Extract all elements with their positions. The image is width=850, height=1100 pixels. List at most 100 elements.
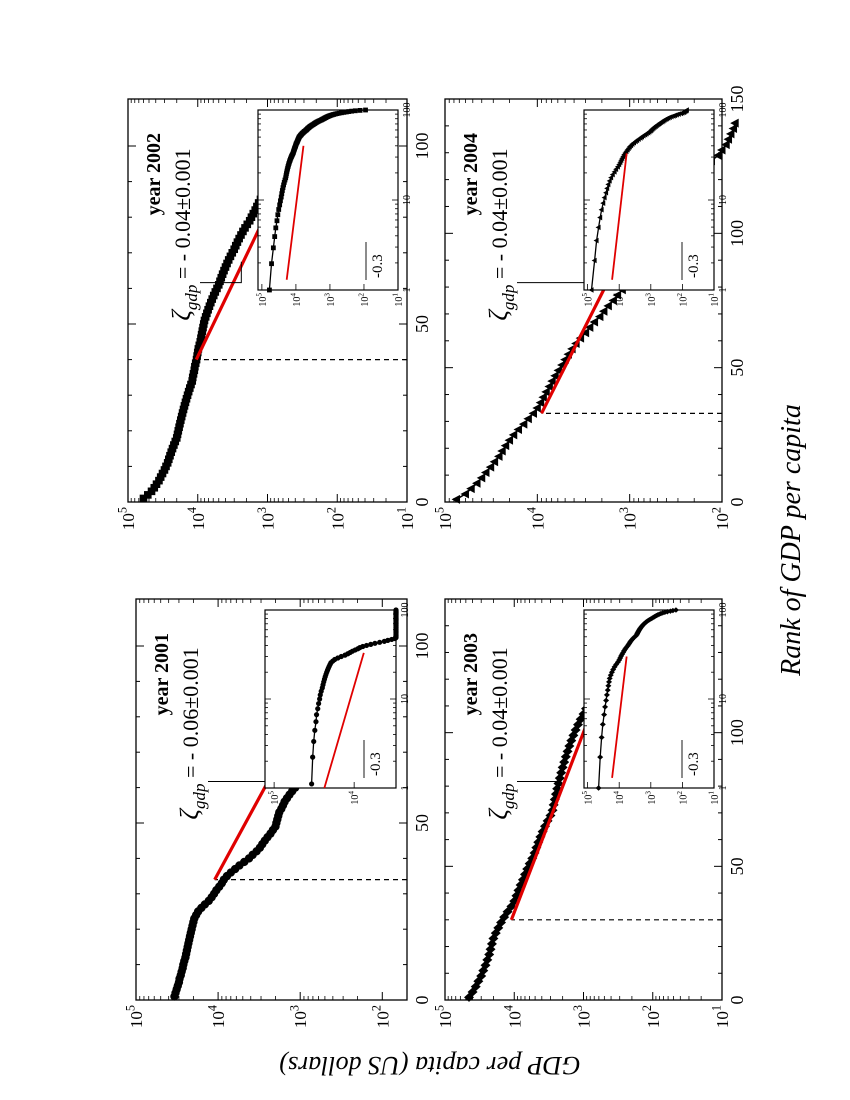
x-tick-label: 0 (412, 996, 432, 1005)
y-tick-label: 104 (205, 1005, 228, 1028)
data-point (535, 398, 545, 408)
inset-y-tick-label: 103 (644, 791, 658, 805)
data-point (478, 966, 489, 976)
data-point (511, 891, 522, 901)
inset-y-tick-label: 104 (613, 791, 627, 805)
y-tick-label: 105 (432, 507, 455, 530)
data-point (580, 328, 590, 338)
inset-x-tick-label: 10 (400, 694, 411, 704)
inset-x-tick-label: 1 (718, 288, 729, 293)
x-tick-label: 150 (727, 86, 747, 113)
data-point (497, 446, 506, 456)
inset-data-point (597, 214, 603, 221)
data-point (541, 387, 550, 397)
data-point (466, 484, 475, 494)
data-point (544, 381, 553, 391)
data-point (589, 317, 599, 327)
y-tick-label: 102 (370, 1005, 393, 1028)
inset-y-tick-label: 105 (255, 293, 269, 307)
data-point (612, 290, 622, 300)
x-tick-label: 50 (412, 814, 432, 832)
inset-data-point (363, 107, 368, 113)
data-point (559, 757, 570, 767)
inset-data-point (608, 669, 615, 675)
inset-data-point (608, 174, 614, 181)
inset-data-point (588, 287, 594, 293)
data-point (717, 145, 726, 155)
inset-data-point (317, 696, 323, 702)
inset-data-point (269, 261, 274, 267)
data-point (608, 296, 617, 305)
y-tick-label: 102 (709, 507, 732, 530)
inset-data-point (315, 706, 321, 712)
inset-x-tick-label: 100 (402, 103, 413, 118)
inset-fit-line (285, 145, 305, 280)
data-point (594, 312, 604, 322)
inset-data-point (609, 171, 615, 178)
inset-data-point (606, 679, 613, 685)
inset-x-tick-label: 1 (402, 288, 413, 293)
inset-data-point (597, 754, 604, 760)
inset-y-tick-label: 103 (644, 293, 658, 307)
inset-data-point (600, 200, 606, 206)
inset-data-point (661, 609, 668, 616)
inset-x-tick-label: 1 (400, 786, 411, 791)
inset-data-point (603, 697, 610, 704)
inset-data-point (669, 607, 676, 614)
inset-y-tick-label: 104 (348, 791, 362, 805)
inset-data-point (273, 225, 279, 231)
data-point (598, 306, 608, 316)
y-tick-label: 104 (502, 1005, 525, 1028)
inset-y-tick-label: 103 (323, 293, 337, 307)
y-tick-label: 105 (123, 1005, 146, 1028)
y-tick-label: 105 (115, 507, 138, 530)
x-tick-label: 0 (412, 498, 432, 507)
inset-fit-line (611, 153, 628, 280)
inset-y-tick-label: 101 (708, 293, 722, 307)
inset-data-point (618, 653, 625, 659)
inset-data-point (272, 234, 278, 239)
inset-x-tick-label: 1 (718, 786, 729, 791)
inset-y-tick-label: 104 (613, 293, 627, 307)
inset-y-tick-label: 102 (676, 791, 690, 805)
data-point (508, 430, 518, 440)
inset-data-point (368, 641, 374, 647)
inset-y-tick-label: 102 (676, 293, 690, 307)
inset-x-tick-label: 10 (718, 195, 729, 205)
data-point (451, 494, 461, 504)
inset-data-point (603, 189, 609, 196)
y-axis-label: GDP per capita (US dollars) (279, 1051, 580, 1080)
x-tick-label: 0 (727, 996, 747, 1005)
x-tick-label: 100 (412, 633, 432, 660)
data-point (723, 134, 733, 144)
inset-data-point (683, 107, 689, 113)
data-point (500, 441, 510, 451)
inset-data-point (275, 212, 281, 218)
data-point (460, 489, 469, 499)
data-point (488, 934, 499, 944)
data-point (532, 403, 541, 413)
inset-data-point (277, 202, 283, 208)
y-tick-label: 103 (617, 507, 640, 530)
inset-slope-label: -0.3 (686, 254, 702, 278)
inset-y-tick-label: 105 (268, 791, 282, 805)
y-tick-label: 105 (432, 1005, 455, 1028)
inset: 1 10 100 105 104 103 102 101 -0.3 (255, 103, 413, 307)
inset-x-tick-label: 100 (718, 603, 729, 618)
inset: 1 10 100 105 104 103 102 101 -0.3 (581, 103, 729, 307)
y-tick-label: 103 (255, 507, 278, 530)
data-point (485, 462, 495, 472)
data-point (584, 322, 594, 332)
inset-slope-label: -0.3 (368, 752, 384, 776)
y-tick-label: 104 (525, 507, 548, 530)
inset-data-point (595, 785, 602, 791)
zeta-annotation: ζgdp = - 0.04±0.001 (484, 148, 518, 320)
inset-data-point (278, 198, 283, 204)
x-tick-label: 0 (727, 498, 747, 507)
data-point (713, 150, 722, 160)
inset-x-tick-label: 10 (718, 694, 729, 704)
panel-frame (135, 598, 408, 1001)
